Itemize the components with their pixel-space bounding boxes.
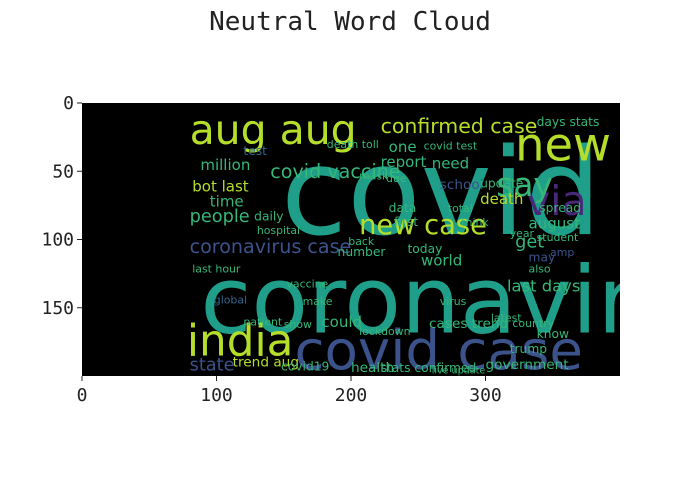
- word-today: today: [407, 242, 442, 256]
- word-daily: daily: [254, 209, 283, 223]
- word-cases-trend: cases trend: [429, 316, 508, 332]
- word-death-toll: death toll: [327, 138, 379, 151]
- word-first: first: [394, 215, 418, 229]
- x-tick-label: 100: [200, 385, 233, 406]
- word-total: total: [448, 202, 473, 215]
- y-tick-label: 0: [63, 93, 74, 114]
- word-make: make: [303, 295, 333, 308]
- word-latest: latest: [491, 311, 522, 324]
- chart-title: Neutral Word Cloud: [209, 7, 491, 37]
- word-need: need: [432, 155, 470, 173]
- word-august: august: [529, 215, 581, 233]
- word-aug-aug: aug aug: [190, 106, 357, 154]
- word-new-case: new case: [359, 210, 487, 241]
- word-know: know: [537, 327, 569, 341]
- word-new: new: [515, 117, 611, 171]
- word-confirmed-case: confirmed case: [381, 114, 538, 138]
- word-cloud-background: [82, 103, 620, 376]
- word-million: million: [200, 156, 250, 174]
- word-number: number: [338, 245, 387, 259]
- word-show: show: [284, 318, 312, 331]
- word-say: say: [496, 166, 553, 204]
- word-government: government: [486, 357, 570, 373]
- word-coronavirus-case: coronavirus case: [190, 235, 352, 258]
- word-bot-last: bot last: [192, 178, 249, 196]
- word-world: world: [421, 251, 462, 269]
- y-tick-label: 100: [41, 230, 74, 251]
- word-health: health: [351, 360, 394, 376]
- word-covid-test: covid test: [424, 139, 478, 152]
- word-year: year: [510, 227, 535, 240]
- word-data: data: [389, 201, 417, 215]
- word-could: could: [321, 313, 362, 331]
- word-via: via: [526, 177, 587, 225]
- word-virus: virus: [440, 295, 467, 308]
- word-patient: patient: [243, 315, 283, 328]
- word-live-update: live update: [432, 365, 486, 376]
- word-global: global: [214, 294, 247, 307]
- word-people: people: [190, 207, 250, 227]
- x-tick-label: 200: [335, 385, 368, 406]
- word-update: update: [480, 177, 523, 191]
- x-axis: 0 100 200 300: [77, 376, 502, 406]
- word-amp: amp: [550, 246, 574, 259]
- x-tick-label: 0: [77, 385, 88, 406]
- word-trend-aug: trend aug: [233, 354, 299, 370]
- word-test: test: [243, 144, 267, 158]
- word-india: india: [187, 316, 293, 367]
- word-back: back: [348, 235, 375, 248]
- word-vaccine: vaccine: [286, 277, 328, 290]
- word-get: get: [515, 233, 544, 253]
- word-last-days: last days: [507, 276, 580, 295]
- word-covid: covid: [281, 124, 601, 263]
- word-one: one: [389, 138, 417, 156]
- word-think: think: [461, 216, 489, 229]
- x-tick-label: 300: [469, 385, 502, 406]
- word-last-hour: last hour: [192, 262, 241, 275]
- y-tick-label: 150: [41, 298, 74, 319]
- word-also: also: [529, 262, 551, 275]
- word-may: may: [529, 250, 556, 264]
- word-spread: spread: [539, 201, 581, 215]
- y-axis: 0 50 100 150: [41, 93, 82, 319]
- word-mask: mask: [359, 169, 389, 182]
- word-covid19: covid19: [281, 360, 329, 374]
- word-due: due: [386, 172, 407, 185]
- word-lockdown: lockdown: [359, 325, 410, 338]
- word-trump: trump: [510, 342, 548, 356]
- word-state: state: [190, 356, 235, 376]
- word-days-stats: days stats: [537, 115, 600, 129]
- word-report: report: [381, 153, 427, 171]
- word-time: time: [210, 193, 244, 211]
- word-stats-confirmed: stats confirmed: [381, 361, 477, 375]
- word-covid-vaccine: covid vaccine: [270, 160, 400, 183]
- word-death: death: [480, 190, 523, 208]
- word-coronaviru: coronaviru: [200, 246, 694, 354]
- word-student: student: [537, 231, 579, 244]
- word-covid-case: covid case: [295, 318, 583, 382]
- word-country: country: [512, 317, 554, 330]
- y-tick-label: 50: [52, 161, 74, 182]
- word-school: school: [440, 177, 484, 193]
- word-hospital: hospital: [257, 224, 300, 237]
